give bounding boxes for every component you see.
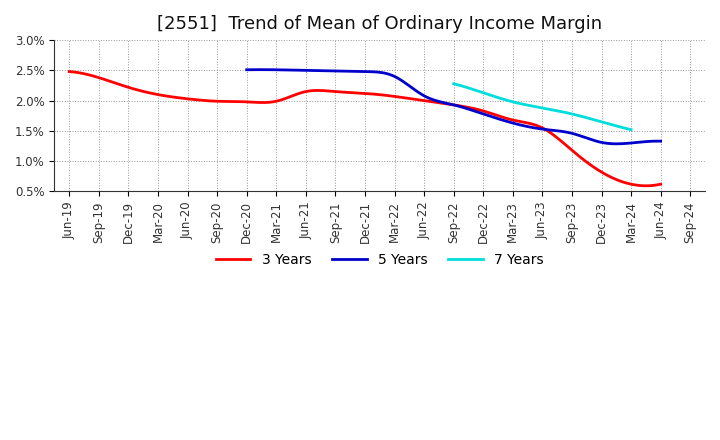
7 Years [554, 108, 563, 114]
3 Years [657, 182, 665, 187]
5 Years [621, 141, 629, 146]
7 Years [610, 123, 618, 128]
5 Years [497, 117, 505, 122]
Line: 3 Years: 3 Years [69, 72, 661, 186]
Title: [2551]  Trend of Mean of Ordinary Income Margin: [2551] Trend of Mean of Ordinary Income … [157, 15, 603, 33]
7 Years [599, 120, 608, 125]
3 Years [427, 99, 436, 104]
5 Years [657, 139, 665, 144]
Line: 7 Years: 7 Years [454, 84, 631, 130]
Legend: 3 Years, 5 Years, 7 Years: 3 Years, 5 Years, 7 Years [210, 247, 549, 272]
3 Years [67, 69, 76, 74]
Line: 5 Years: 5 Years [247, 70, 661, 144]
3 Years [642, 183, 651, 188]
5 Years [489, 114, 498, 120]
5 Years [593, 139, 601, 144]
5 Years [256, 67, 265, 72]
3 Years [65, 69, 73, 74]
7 Years [558, 109, 567, 114]
5 Years [490, 115, 499, 120]
7 Years [626, 127, 635, 132]
5 Years [612, 141, 621, 147]
3 Years [601, 172, 610, 177]
7 Years [449, 81, 458, 86]
5 Years [244, 67, 253, 73]
7 Years [450, 81, 459, 87]
5 Years [243, 67, 251, 73]
3 Years [563, 144, 572, 149]
3 Years [415, 97, 423, 103]
3 Years [417, 98, 426, 103]
7 Years [555, 109, 564, 114]
